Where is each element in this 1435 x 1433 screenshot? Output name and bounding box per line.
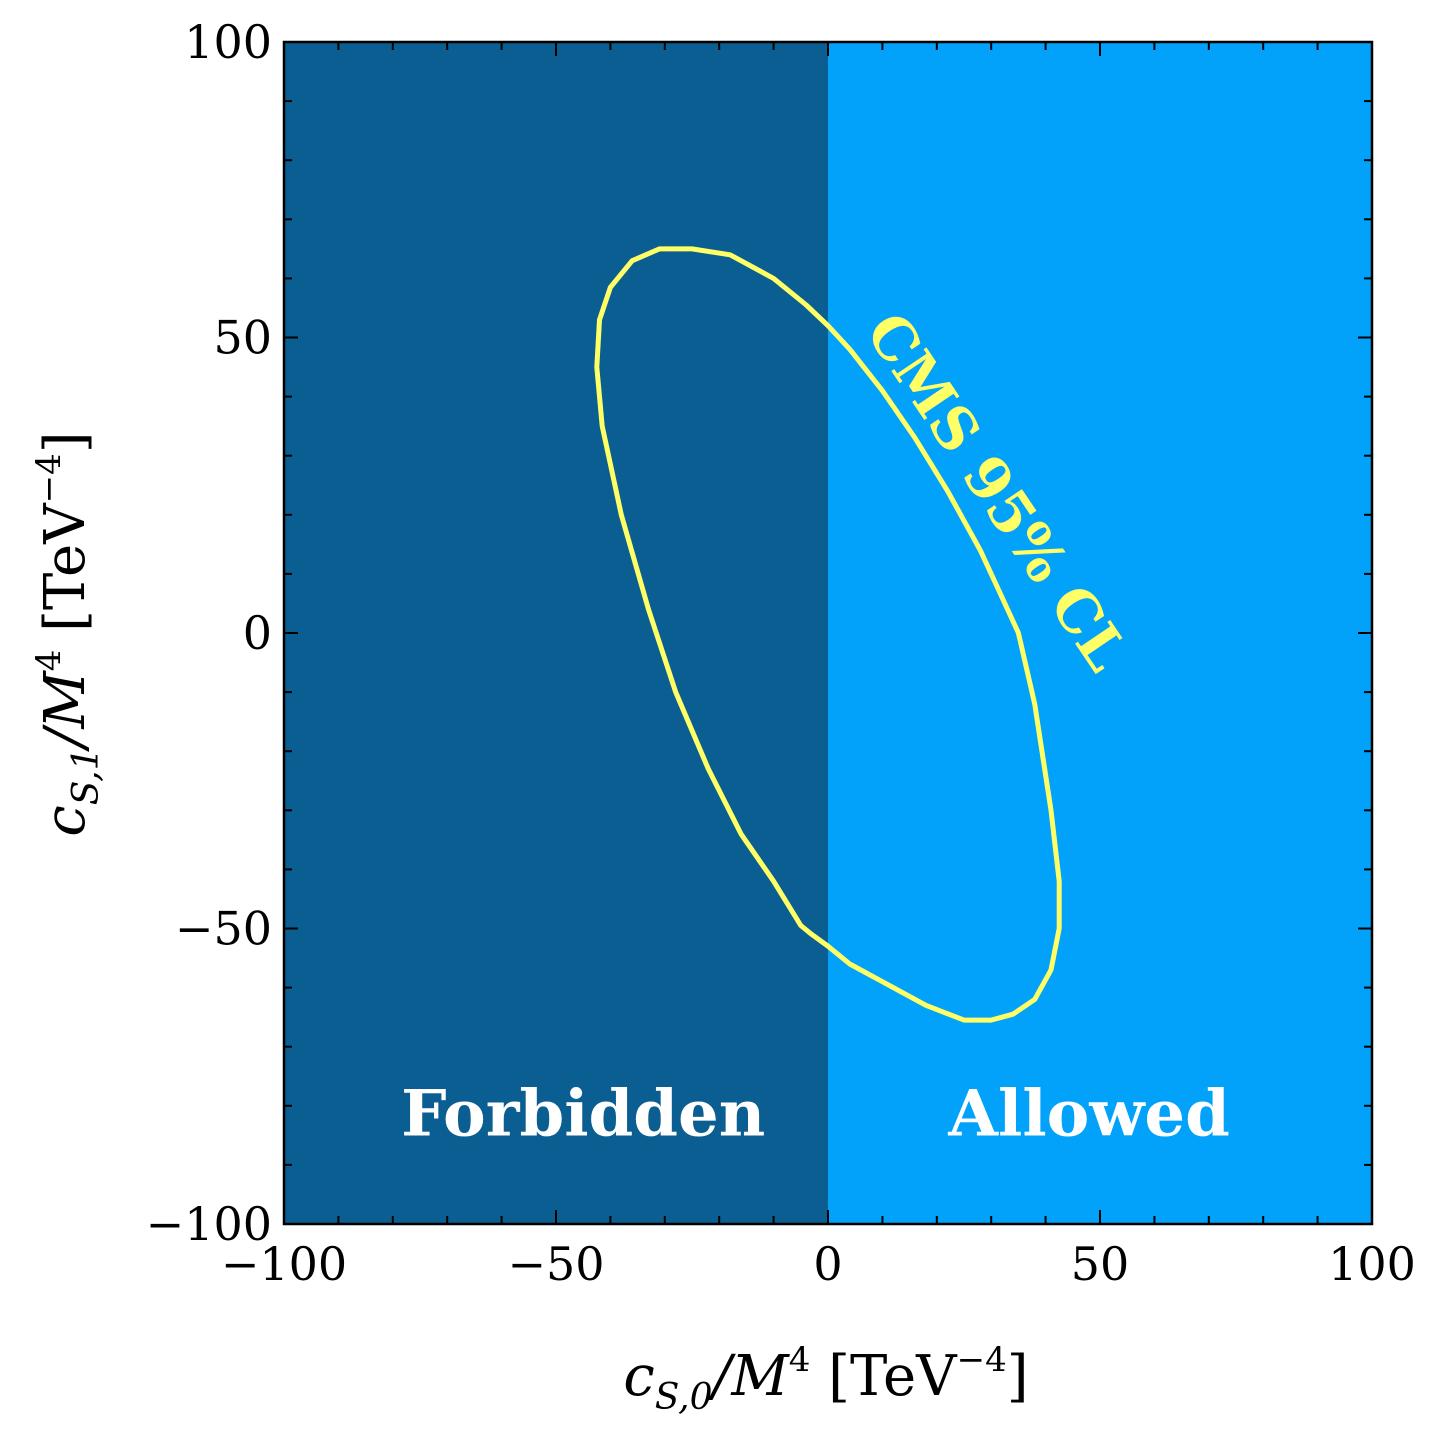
x-tick-label: 50	[1071, 1237, 1130, 1291]
x-tick-label: 0	[813, 1237, 842, 1291]
plot-frame	[282, 40, 1374, 1226]
x-tick-label: 100	[1328, 1237, 1416, 1291]
tick-label-layer: −100 −50 0 50 100 −100 −50 0 50 100	[146, 15, 1416, 1291]
region-label-allowed: Allowed	[947, 1076, 1230, 1151]
region-forbidden	[284, 42, 828, 1224]
x-axis-label: cS,0/M4 [TeV−4]	[623, 1340, 1028, 1418]
region-layer	[284, 42, 1372, 1224]
y-tick-label: −100	[146, 1197, 272, 1251]
y-tick-label: 0	[243, 606, 272, 660]
y-tick-label: 100	[184, 15, 272, 69]
region-allowed	[828, 42, 1372, 1224]
contour-line	[594, 246, 1062, 1023]
minor-tick-layer	[284, 42, 1372, 1224]
y-tick-label: −50	[175, 902, 272, 956]
x-tick-label: −100	[221, 1237, 347, 1291]
y-axis-label: cS,1/M4 [TeV−4]	[29, 431, 107, 836]
region-label-forbidden: Forbidden	[401, 1076, 765, 1151]
x-tick-label: −50	[507, 1237, 604, 1291]
y-tick-label: 50	[213, 311, 272, 365]
series-layer	[594, 246, 1062, 1023]
